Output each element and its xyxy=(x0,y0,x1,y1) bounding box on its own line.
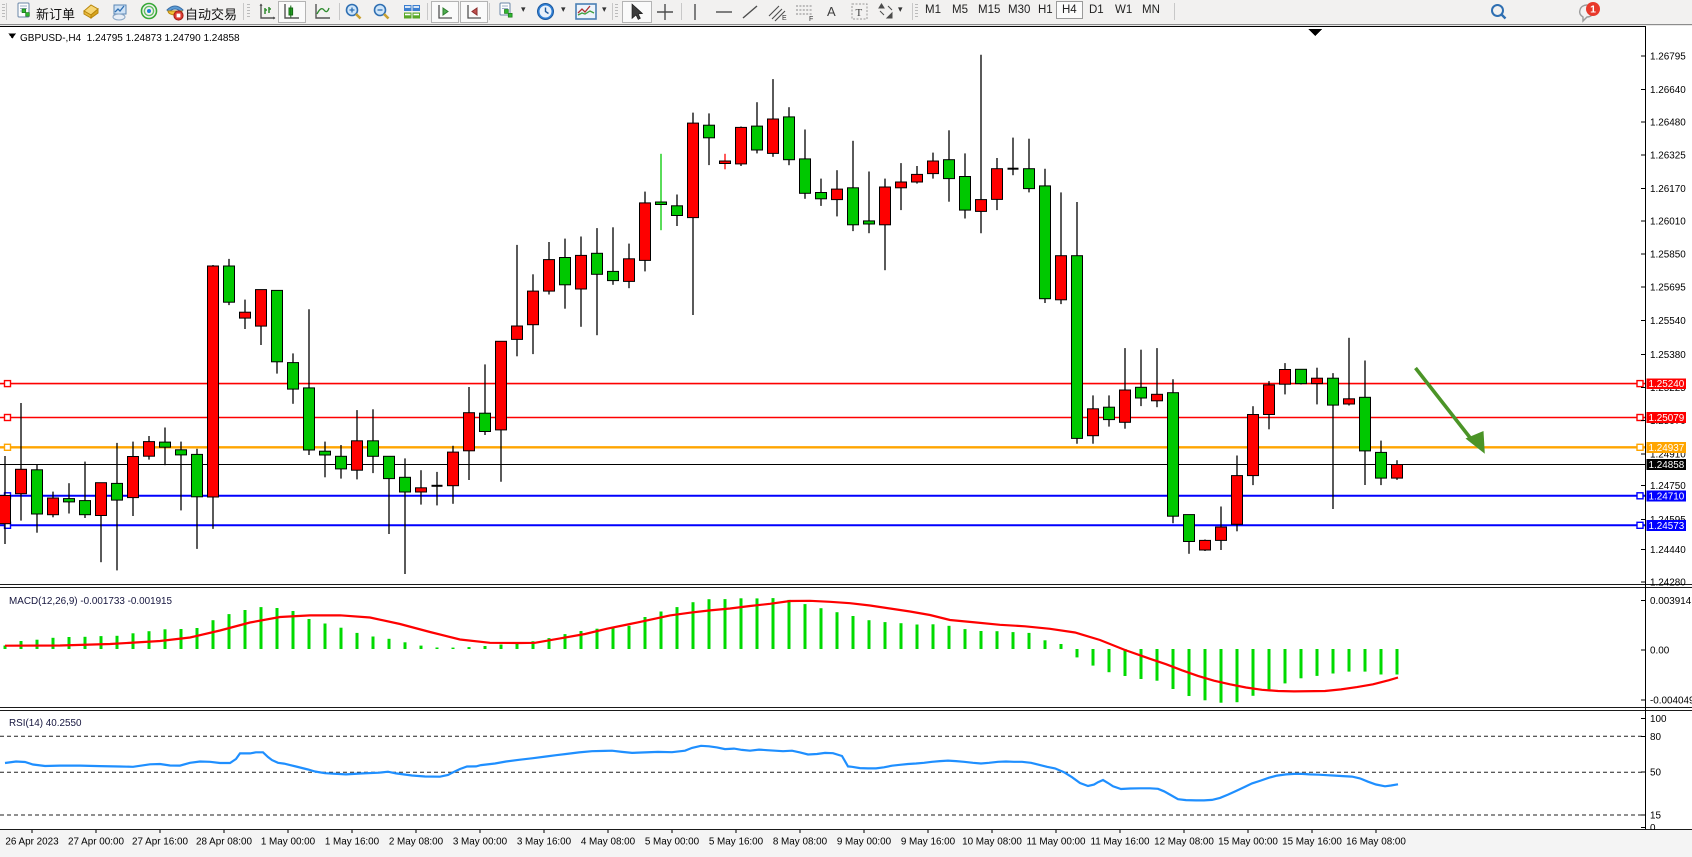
svg-text:16 May 08:00: 16 May 08:00 xyxy=(1346,837,1406,848)
svg-text:80: 80 xyxy=(1650,732,1661,743)
svg-text:0.003914: 0.003914 xyxy=(1650,596,1692,607)
svg-text:11 May 16:00: 11 May 16:00 xyxy=(1090,837,1150,848)
svg-text:1.24910: 1.24910 xyxy=(1650,450,1686,461)
svg-text:1.24750: 1.24750 xyxy=(1650,481,1686,492)
svg-text:11 May 00:00: 11 May 00:00 xyxy=(1026,837,1086,848)
svg-text:1.25695: 1.25695 xyxy=(1650,283,1686,294)
svg-text:5 May 00:00: 5 May 00:00 xyxy=(645,837,700,848)
svg-text:1 May 16:00: 1 May 16:00 xyxy=(325,837,380,848)
svg-text:1.25240: 1.25240 xyxy=(1649,379,1685,390)
svg-text:0.00: 0.00 xyxy=(1650,646,1670,657)
svg-text:100: 100 xyxy=(1650,714,1667,725)
svg-text:-0.004049: -0.004049 xyxy=(1650,696,1692,707)
svg-text:1.26325: 1.26325 xyxy=(1650,151,1686,162)
svg-text:27 Apr 16:00: 27 Apr 16:00 xyxy=(132,837,189,848)
svg-text:RSI(14) 40.2550: RSI(14) 40.2550 xyxy=(9,718,82,729)
svg-text:2 May 08:00: 2 May 08:00 xyxy=(389,837,444,848)
svg-text:1.25850: 1.25850 xyxy=(1650,250,1686,261)
svg-text:T: T xyxy=(856,7,863,19)
svg-text:9 May 16:00: 9 May 16:00 xyxy=(901,837,956,848)
svg-text:1.26010: 1.26010 xyxy=(1650,216,1686,227)
svg-text:28 Apr 08:00: 28 Apr 08:00 xyxy=(196,837,253,848)
svg-text:1.25540: 1.25540 xyxy=(1650,316,1686,327)
svg-text:1 May 00:00: 1 May 00:00 xyxy=(261,837,316,848)
svg-text:26 Apr 2023: 26 Apr 2023 xyxy=(5,837,59,848)
svg-text:MACD(12,26,9) -0.001733 -0.001: MACD(12,26,9) -0.001733 -0.001915 xyxy=(9,596,173,607)
svg-text:0: 0 xyxy=(1650,823,1656,834)
svg-text:8 May 08:00: 8 May 08:00 xyxy=(773,837,828,848)
svg-text:1.26170: 1.26170 xyxy=(1650,184,1686,195)
svg-text:15 May 16:00: 15 May 16:00 xyxy=(1282,837,1342,848)
svg-text:1: 1 xyxy=(1590,4,1596,16)
svg-text:1.24280: 1.24280 xyxy=(1650,578,1686,589)
svg-text:E: E xyxy=(782,15,787,22)
svg-text:1.26480: 1.26480 xyxy=(1650,118,1686,129)
svg-text:12 May 08:00: 12 May 08:00 xyxy=(1154,837,1214,848)
svg-text:3 May 00:00: 3 May 00:00 xyxy=(453,837,508,848)
svg-text:15 May 00:00: 15 May 00:00 xyxy=(1218,837,1278,848)
svg-text:1.25079: 1.25079 xyxy=(1649,413,1685,424)
svg-text:1.24937: 1.24937 xyxy=(1649,443,1685,454)
svg-text:1.24710: 1.24710 xyxy=(1649,491,1685,502)
svg-text:F: F xyxy=(809,16,813,22)
svg-text:27 Apr 00:00: 27 Apr 00:00 xyxy=(68,837,125,848)
svg-text:1.24573: 1.24573 xyxy=(1649,521,1685,532)
svg-text:4 May 08:00: 4 May 08:00 xyxy=(581,837,636,848)
svg-text:1.26640: 1.26640 xyxy=(1650,85,1686,96)
svg-text:1.26795: 1.26795 xyxy=(1650,52,1686,63)
svg-text:3 May 16:00: 3 May 16:00 xyxy=(517,837,572,848)
svg-text:10 May 08:00: 10 May 08:00 xyxy=(962,837,1022,848)
svg-text:1.24858: 1.24858 xyxy=(1649,460,1685,471)
svg-text:50: 50 xyxy=(1650,768,1661,779)
svg-text:5 May 16:00: 5 May 16:00 xyxy=(709,837,764,848)
svg-text:1.25380: 1.25380 xyxy=(1650,350,1686,361)
svg-text:1.24440: 1.24440 xyxy=(1650,545,1686,556)
svg-text:GBPUSD-,H4 1.24795 1.24873 1.: GBPUSD-,H4 1.24795 1.24873 1.24790 1.248… xyxy=(20,33,240,44)
svg-text:9 May 00:00: 9 May 00:00 xyxy=(837,837,892,848)
svg-text:15: 15 xyxy=(1650,811,1661,822)
